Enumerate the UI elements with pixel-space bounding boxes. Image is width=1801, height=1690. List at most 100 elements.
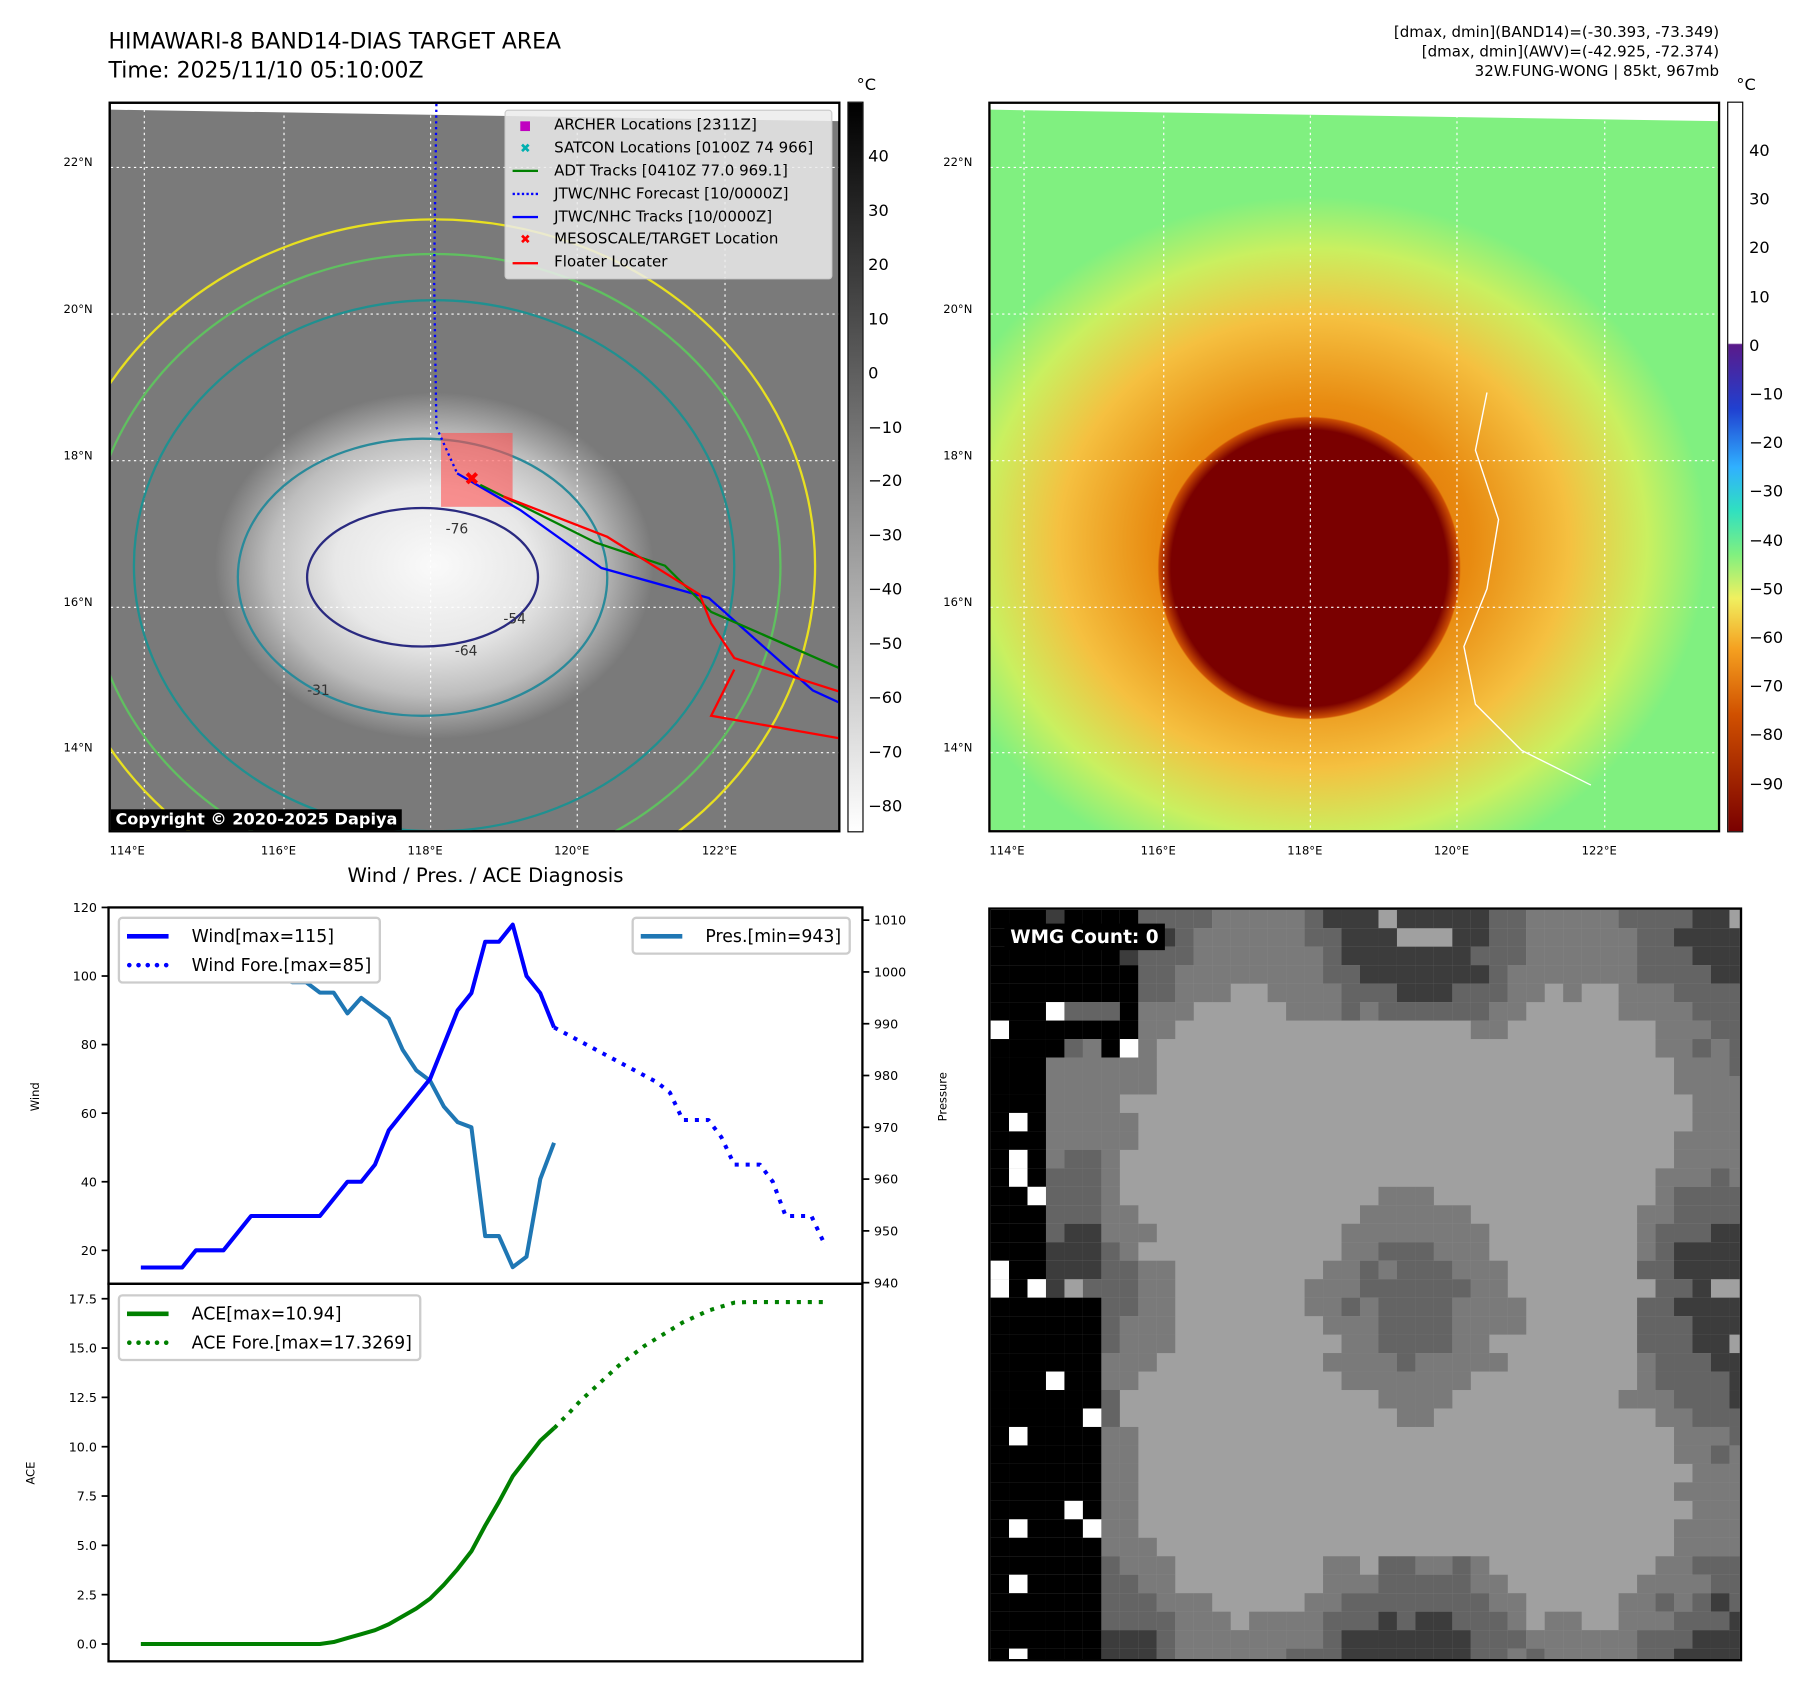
legend-label: MESOSCALE/TARGET Location bbox=[554, 231, 779, 249]
wmg-cell bbox=[1119, 1519, 1139, 1538]
lon-label: 118°E bbox=[407, 845, 443, 858]
wmg-cell bbox=[1341, 1297, 1361, 1317]
wmg-cell bbox=[1082, 1408, 1102, 1427]
wmg-cell bbox=[1138, 1297, 1157, 1317]
wmg-cell bbox=[1119, 1426, 1139, 1446]
wmg-cell bbox=[1212, 1630, 1231, 1649]
wmg-cell bbox=[1674, 1556, 1693, 1575]
wmg-cell bbox=[1286, 1611, 1305, 1631]
wmg-cell bbox=[1230, 909, 1250, 929]
wmg-cell bbox=[1655, 1408, 1675, 1427]
wmg-cell bbox=[1064, 1482, 1083, 1501]
wmg-cell bbox=[1415, 1297, 1434, 1317]
wmg-cell bbox=[1009, 1500, 1028, 1520]
pressure-tick-label: 960 bbox=[874, 1172, 898, 1187]
wmg-cell bbox=[1341, 946, 1361, 966]
wmg-cell bbox=[1692, 1556, 1711, 1575]
wmg-cell bbox=[1267, 1630, 1287, 1649]
wmg-cell bbox=[1212, 946, 1231, 966]
wmg-cell bbox=[1082, 1297, 1102, 1317]
wmg-cell bbox=[1563, 928, 1582, 947]
lon-label: 114°E bbox=[109, 845, 145, 858]
wmg-cell bbox=[1101, 1316, 1120, 1335]
wmg-cell bbox=[1156, 965, 1176, 984]
wmg-cell bbox=[1729, 1075, 1740, 1095]
ir-colorbar-tick: 10 bbox=[868, 310, 889, 329]
wmg-cell bbox=[1045, 1002, 1065, 1021]
wmg-cell bbox=[1655, 1242, 1675, 1261]
legend-item: ✖ MESOSCALE/TARGET Location bbox=[513, 229, 825, 252]
wmg-cell bbox=[1045, 1426, 1065, 1446]
wmg-cell bbox=[1341, 1334, 1361, 1354]
wmg-cell bbox=[1637, 1002, 1656, 1021]
wmg-cell bbox=[1175, 983, 1194, 1003]
wmg-cell bbox=[1710, 1445, 1730, 1464]
wmg-cell bbox=[1045, 1408, 1065, 1427]
wmg-cell bbox=[1064, 1020, 1083, 1040]
ace-tick-label: 0.0 bbox=[77, 1637, 97, 1652]
lon-label: 122°E bbox=[1581, 845, 1617, 858]
wmg-cell bbox=[1415, 1353, 1434, 1372]
wmg-cell bbox=[1729, 1574, 1740, 1594]
awv-colorbar-tick: 40 bbox=[1749, 142, 1770, 161]
wmg-cell bbox=[1396, 1390, 1416, 1409]
wmg-cell bbox=[1433, 909, 1453, 929]
wmg-cell bbox=[1692, 1131, 1711, 1150]
wmg-cell bbox=[1507, 1593, 1527, 1612]
wmg-cell bbox=[1618, 928, 1638, 947]
pressure-tick-label: 1000 bbox=[874, 965, 906, 980]
wmg-cell bbox=[1396, 1371, 1416, 1391]
wmg-cell bbox=[1009, 1168, 1028, 1187]
time-text: Time: 2025/11/10 05:10:00Z bbox=[108, 57, 424, 84]
wmg-cell bbox=[1341, 1260, 1361, 1280]
wmg-cell bbox=[1396, 965, 1416, 984]
wmg-cell bbox=[1710, 1242, 1730, 1261]
wmg-cell bbox=[1082, 1057, 1102, 1076]
wmg-cell bbox=[1692, 1426, 1711, 1446]
wmg-cell bbox=[1045, 1039, 1065, 1058]
wmg-cell bbox=[1009, 1279, 1028, 1298]
wmg-cell bbox=[1600, 965, 1619, 984]
wmg-cell bbox=[1101, 1630, 1120, 1649]
wmg-cell bbox=[1064, 1186, 1083, 1206]
wmg-cell bbox=[1119, 1482, 1139, 1501]
awv-colorbar-tick: −40 bbox=[1749, 531, 1784, 551]
wmg-cell bbox=[1082, 1094, 1102, 1113]
wmg-cell bbox=[1674, 1205, 1693, 1224]
wmg-cell bbox=[1600, 909, 1619, 929]
wmg-cell bbox=[1415, 1371, 1434, 1391]
wmg-cell bbox=[1101, 1463, 1120, 1483]
wmg-cell bbox=[1341, 1002, 1361, 1021]
legend-ace: ACE[max=10.94] bbox=[191, 1302, 342, 1324]
wmg-cell bbox=[1045, 1500, 1065, 1520]
wmg-cell bbox=[990, 1020, 1010, 1040]
wmg-cell bbox=[1064, 1002, 1083, 1021]
wmg-cell bbox=[1212, 965, 1231, 984]
wmg-cell bbox=[1082, 1075, 1102, 1095]
wmg-count-label: WMG Count: 0 bbox=[1004, 923, 1165, 951]
wmg-cell bbox=[1581, 909, 1601, 929]
wmg-cell bbox=[1027, 1537, 1046, 1557]
wmg-cell bbox=[1655, 1648, 1675, 1660]
wmg-cell bbox=[990, 1390, 1010, 1409]
wmg-cell bbox=[1507, 983, 1527, 1003]
pressure-axis-label: Pressure bbox=[936, 1072, 950, 1121]
wmg-cell bbox=[1544, 965, 1564, 984]
wmg-cell bbox=[1637, 946, 1656, 966]
wmg-cell bbox=[1507, 1648, 1527, 1660]
wmg-cell bbox=[1674, 1630, 1693, 1649]
legend-symbol-icon: ✖ bbox=[519, 141, 531, 157]
wmg-cell bbox=[1489, 909, 1508, 929]
wmg-cell bbox=[1674, 983, 1693, 1003]
wmg-cell bbox=[1729, 1223, 1740, 1243]
wmg-cell bbox=[1710, 1500, 1730, 1520]
wmg-cell bbox=[1415, 1223, 1434, 1243]
legend-item: JTWC/NHC Forecast [10/0000Z] bbox=[512, 183, 825, 206]
wmg-cell bbox=[1692, 1630, 1711, 1649]
wmg-cell bbox=[1027, 1186, 1046, 1206]
wmg-cell bbox=[1563, 965, 1582, 984]
lat-label: 22°N bbox=[943, 157, 973, 170]
wmg-cell bbox=[1470, 1334, 1490, 1354]
wmg-cell bbox=[1009, 1149, 1028, 1169]
wmg-cell bbox=[1729, 1537, 1740, 1557]
